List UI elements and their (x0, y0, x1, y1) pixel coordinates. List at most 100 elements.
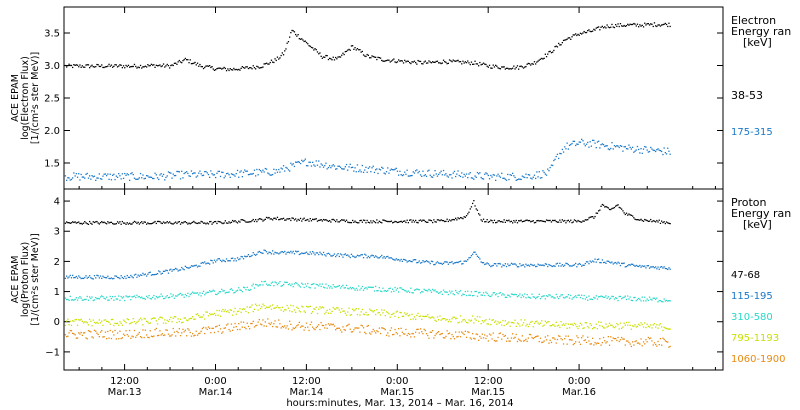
data-point (291, 329, 293, 331)
data-point (457, 217, 459, 219)
data-point (646, 219, 648, 222)
data-point (234, 258, 236, 260)
data-point (537, 296, 539, 298)
data-point (98, 298, 100, 300)
data-point (108, 299, 110, 301)
data-point (362, 171, 365, 173)
data-point (607, 325, 609, 327)
data-point (143, 221, 145, 223)
data-point (257, 321, 259, 323)
data-point (470, 319, 473, 321)
data-point (432, 260, 434, 263)
data-point (651, 23, 653, 25)
data-point (320, 322, 322, 324)
data-point (464, 216, 466, 218)
data-point (224, 327, 226, 329)
data-point (514, 293, 516, 295)
data-point (352, 308, 354, 310)
data-point (103, 66, 105, 69)
data-point (490, 174, 492, 177)
data-point (360, 287, 362, 289)
data-point (446, 218, 448, 220)
data-point (225, 291, 228, 294)
data-point (390, 220, 393, 222)
data-point (549, 219, 551, 222)
data-point (598, 210, 600, 212)
data-point (490, 265, 492, 268)
data-point (502, 221, 504, 223)
data-point (72, 274, 74, 277)
data-point (188, 175, 190, 177)
data-point (119, 175, 121, 177)
data-point (201, 292, 203, 294)
data-point (241, 219, 243, 221)
data-point (628, 321, 630, 323)
data-point (552, 324, 554, 326)
data-point (199, 332, 201, 334)
data-point (75, 173, 77, 175)
data-point (653, 22, 656, 24)
data-point (165, 269, 167, 271)
data-point (74, 298, 76, 301)
data-point (320, 307, 322, 309)
data-point (652, 324, 654, 326)
data-point (425, 260, 428, 262)
data-point (272, 325, 274, 328)
data-point (189, 317, 191, 320)
data-point (360, 171, 362, 173)
data-point (498, 292, 500, 294)
data-point (429, 289, 431, 292)
data-point (206, 291, 208, 293)
data-point (238, 323, 240, 325)
data-point (369, 286, 371, 288)
data-point (230, 221, 233, 223)
data-point (301, 252, 303, 254)
data-point (169, 335, 171, 337)
data-point (416, 63, 418, 65)
data-point (81, 223, 83, 225)
data-point (510, 322, 513, 324)
data-point (360, 51, 362, 53)
data-point (64, 324, 67, 326)
data-point (575, 262, 577, 265)
data-point (329, 165, 331, 167)
data-point (520, 319, 522, 321)
data-point (476, 171, 479, 174)
data-point (318, 324, 320, 326)
data-point (343, 219, 345, 221)
data-point (91, 325, 93, 327)
data-point (315, 252, 317, 254)
data-point (112, 318, 114, 321)
data-point (663, 338, 665, 340)
data-point (439, 292, 441, 294)
data-point (579, 32, 582, 34)
data-point (458, 291, 460, 293)
data-point (412, 318, 414, 320)
data-point (627, 264, 629, 267)
data-point (75, 222, 77, 224)
data-point (295, 218, 297, 220)
data-point (491, 220, 493, 222)
data-point (167, 333, 170, 335)
data-point (389, 316, 391, 318)
data-point (388, 335, 390, 337)
data-point (278, 168, 280, 171)
data-point (87, 299, 90, 301)
data-point (503, 66, 505, 68)
data-point (486, 65, 488, 67)
data-point (240, 255, 242, 258)
data-point (411, 221, 413, 223)
data-point (479, 61, 481, 64)
data-point (636, 265, 639, 267)
data-point (293, 31, 296, 33)
data-point (202, 67, 205, 70)
data-point (645, 24, 647, 26)
data-point (512, 172, 514, 174)
data-point (80, 297, 82, 299)
data-point (90, 222, 92, 224)
data-point (653, 323, 656, 325)
data-point (110, 318, 113, 321)
data-point (366, 219, 368, 222)
data-point (582, 298, 584, 300)
data-point (630, 328, 632, 330)
